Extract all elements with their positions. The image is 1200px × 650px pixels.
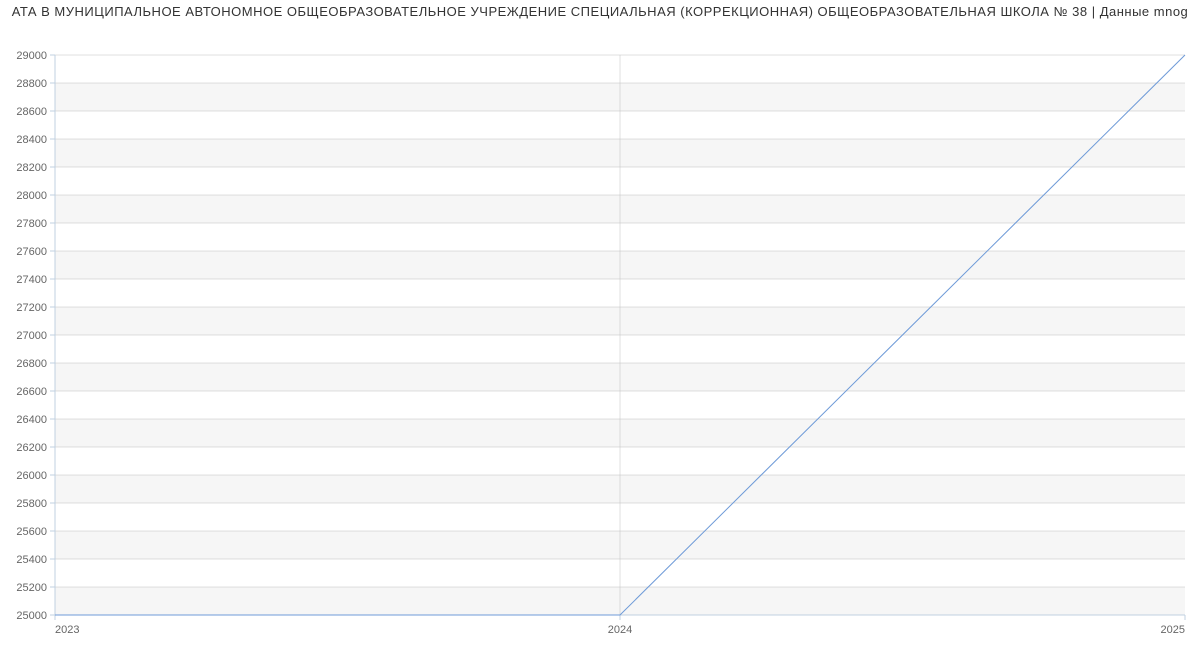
svg-text:27800: 27800: [16, 218, 47, 230]
svg-text:28200: 28200: [16, 162, 47, 174]
svg-text:27200: 27200: [16, 302, 47, 314]
svg-text:27000: 27000: [16, 330, 47, 342]
svg-text:29000: 29000: [16, 50, 47, 62]
chart-svg: 25000 25200 25400 25600 25800 26000 26200 26400…: [0, 25, 1200, 645]
svg-text:28400: 28400: [16, 134, 47, 146]
svg-text:28000: 28000: [16, 190, 47, 202]
svg-text:26200: 26200: [16, 442, 47, 454]
svg-text:26400: 26400: [16, 414, 47, 426]
chart-title: АТА В МУНИЦИПАЛЬНОЕ АВТОНОМНОЕ ОБЩЕОБРАЗ…: [0, 0, 1200, 25]
svg-text:26800: 26800: [16, 358, 47, 370]
svg-text:2025: 2025: [1161, 624, 1185, 636]
svg-text:2023: 2023: [55, 624, 79, 636]
svg-text:25600: 25600: [16, 526, 47, 538]
svg-text:26000: 26000: [16, 470, 47, 482]
chart-area: 25000 25200 25400 25600 25800 26000 26200 26400…: [0, 25, 1200, 645]
svg-text:26600: 26600: [16, 386, 47, 398]
svg-text:25000: 25000: [16, 610, 47, 622]
svg-text:25800: 25800: [16, 498, 47, 510]
svg-text:28800: 28800: [16, 78, 47, 90]
svg-text:28600: 28600: [16, 106, 47, 118]
svg-text:27400: 27400: [16, 274, 47, 286]
svg-text:25200: 25200: [16, 582, 47, 594]
svg-text:2024: 2024: [608, 624, 632, 636]
svg-text:25400: 25400: [16, 554, 47, 566]
svg-text:27600: 27600: [16, 246, 47, 258]
